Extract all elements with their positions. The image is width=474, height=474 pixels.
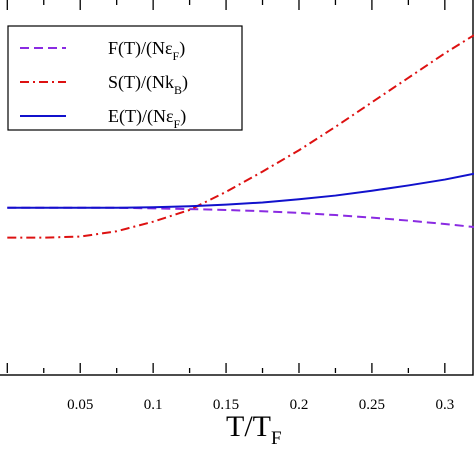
x-tick-label: 0.1 bbox=[144, 397, 163, 413]
series-line bbox=[7, 172, 474, 209]
x-axis-label-main: T/T bbox=[226, 410, 271, 443]
series-layer bbox=[7, 34, 474, 239]
x-tick-labels: 0.05 0.1 0.15 0.2 0.25 0.3 bbox=[67, 397, 454, 413]
bottom-ticks bbox=[6, 363, 446, 373]
x-tick-label: 0.15 bbox=[213, 397, 239, 413]
x-tick-label: 0.3 bbox=[435, 397, 454, 413]
x-axis-label-sub: F bbox=[271, 428, 282, 449]
x-tick-label: 0.2 bbox=[290, 397, 309, 413]
series-line bbox=[7, 206, 474, 228]
x-tick-label: 0.25 bbox=[359, 397, 385, 413]
x-tick-label: 0.05 bbox=[67, 397, 93, 413]
x-axis-label: T/TF bbox=[226, 410, 282, 449]
plot-frame bbox=[0, 0, 474, 376]
legend-box bbox=[7, 25, 243, 131]
series-line bbox=[7, 34, 474, 239]
legend-label: E(T)/(NεF) bbox=[108, 106, 186, 131]
top-ticks bbox=[6, 0, 446, 10]
legend-label: S(T)/(NkB) bbox=[108, 72, 188, 97]
legend: F(T)/(NεF) S(T)/(NkB) E(T)/(NεF) bbox=[7, 25, 243, 131]
legend-label: F(T)/(NεF) bbox=[108, 38, 185, 63]
